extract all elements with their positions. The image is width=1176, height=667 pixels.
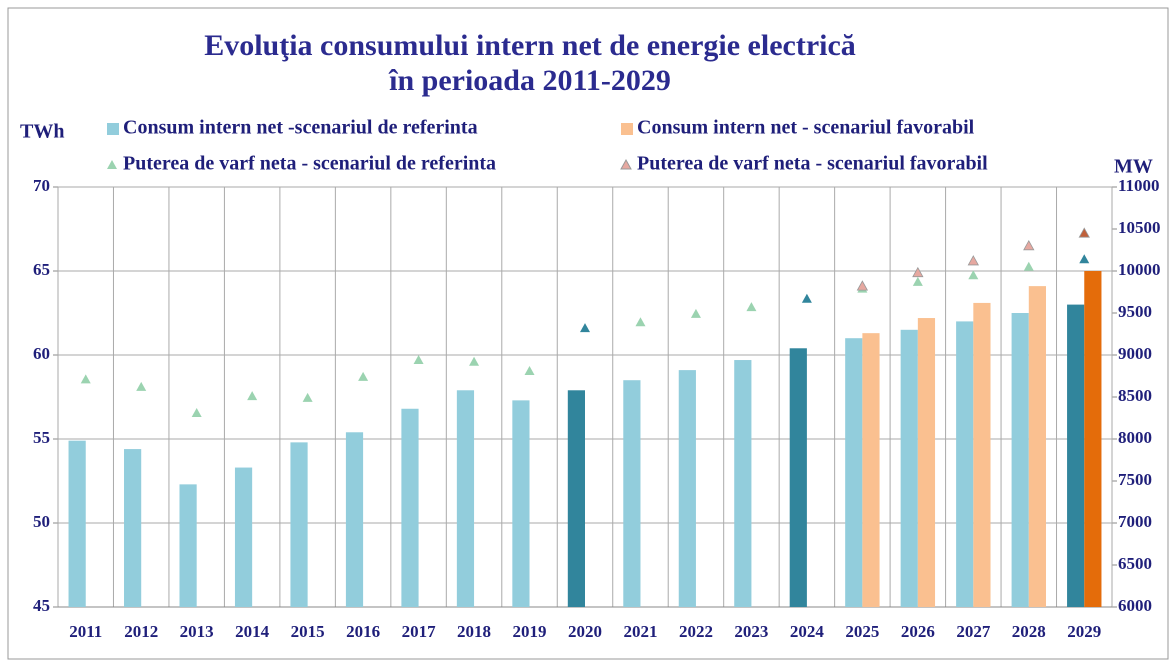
marker — [746, 302, 757, 312]
legend-swatch — [621, 123, 633, 135]
y2-tick-label: 11000 — [1118, 176, 1160, 195]
bar — [124, 449, 142, 607]
bar — [917, 318, 936, 607]
marker — [358, 371, 369, 381]
marker — [191, 407, 202, 417]
x-tick-label: 2029 — [1067, 622, 1101, 641]
x-tick-label: 2025 — [845, 622, 879, 641]
x-tick-label: 2024 — [790, 622, 825, 641]
chart-title: în perioada 2011-2029 — [388, 64, 671, 97]
bar — [845, 338, 863, 607]
y2-tick-label: 10500 — [1118, 218, 1161, 237]
legend-label: Puterea de varf neta - scenariul favorab… — [637, 153, 988, 175]
bar — [678, 370, 696, 607]
bar — [956, 321, 974, 607]
legend-swatch — [107, 160, 117, 169]
bar — [1011, 313, 1029, 607]
bar — [900, 329, 918, 607]
x-tick-label: 2014 — [235, 622, 270, 641]
marker — [856, 280, 869, 291]
marker — [413, 355, 424, 365]
x-tick-label: 2013 — [180, 622, 214, 641]
y2-tick-label: 6000 — [1118, 596, 1152, 615]
y-tick-label: 45 — [33, 596, 50, 615]
x-tick-label: 2019 — [513, 622, 547, 641]
y2-tick-label: 6500 — [1118, 554, 1152, 573]
marker — [469, 356, 480, 366]
bar — [1028, 286, 1046, 607]
bar — [623, 380, 641, 607]
bar — [179, 484, 197, 607]
y2-tick-label: 7500 — [1118, 470, 1152, 489]
x-tick-label: 2020 — [568, 622, 602, 641]
x-tick-label: 2015 — [291, 622, 325, 641]
y2-tick-label: 9000 — [1118, 344, 1152, 363]
marker — [1023, 261, 1034, 271]
bar — [862, 333, 880, 607]
bar — [68, 440, 86, 607]
x-tick-label: 2016 — [346, 622, 380, 641]
marker — [80, 374, 91, 384]
marker — [524, 365, 535, 375]
bar — [1084, 271, 1102, 607]
y-tick-label: 65 — [33, 260, 50, 279]
marker — [302, 392, 313, 402]
y2-tick-label: 8500 — [1118, 386, 1152, 405]
marker — [912, 266, 924, 278]
x-tick-label: 2011 — [69, 622, 102, 641]
y2-tick-label: 7000 — [1118, 512, 1152, 531]
x-tick-label: 2021 — [623, 622, 657, 641]
bar — [290, 442, 308, 607]
legend-swatch — [620, 158, 632, 170]
y-axis-label: TWh — [20, 121, 64, 143]
marker — [580, 323, 590, 333]
marker — [136, 381, 147, 391]
y-tick-label: 55 — [33, 428, 50, 447]
marker — [801, 293, 812, 303]
x-tick-label: 2012 — [124, 622, 158, 641]
x-tick-label: 2022 — [679, 622, 713, 641]
chart-title: Evoluţia consumului intern net de energi… — [204, 29, 856, 62]
x-tick-label: 2023 — [734, 622, 768, 641]
marker — [1023, 239, 1035, 251]
x-tick-label: 2026 — [901, 622, 935, 641]
bar — [1067, 304, 1085, 607]
marker — [967, 255, 979, 266]
x-tick-label: 2028 — [1012, 622, 1046, 641]
marker — [1078, 227, 1090, 238]
bar — [345, 432, 364, 607]
y2-tick-label: 8000 — [1118, 428, 1152, 447]
bar — [456, 390, 475, 607]
bar — [512, 400, 530, 607]
x-tick-label: 2027 — [956, 622, 991, 641]
legend-label: Puterea de varf neta - scenariul de refe… — [123, 153, 496, 175]
legend-label: Consum intern net - scenariul favorabil — [637, 117, 975, 139]
marker — [635, 317, 646, 327]
y2-axis-label: MW — [1114, 156, 1153, 178]
x-tick-label: 2017 — [402, 622, 437, 641]
marker — [912, 276, 923, 286]
y2-tick-label: 10000 — [1118, 260, 1161, 279]
y-tick-label: 50 — [33, 512, 50, 531]
bar — [401, 408, 419, 607]
legend-label: Consum intern net -scenariul de referint… — [123, 117, 478, 139]
bar — [973, 302, 991, 607]
y-tick-label: 70 — [33, 176, 50, 195]
y2-tick-label: 9500 — [1118, 302, 1152, 321]
y-tick-label: 60 — [33, 344, 50, 363]
marker — [690, 308, 701, 318]
bar — [567, 390, 585, 607]
bar — [734, 360, 752, 607]
bar — [234, 467, 253, 607]
marker — [247, 391, 258, 401]
legend-swatch — [107, 123, 119, 135]
marker — [968, 270, 979, 280]
marker — [1079, 254, 1090, 264]
bar — [789, 348, 807, 607]
x-tick-label: 2018 — [457, 622, 491, 641]
